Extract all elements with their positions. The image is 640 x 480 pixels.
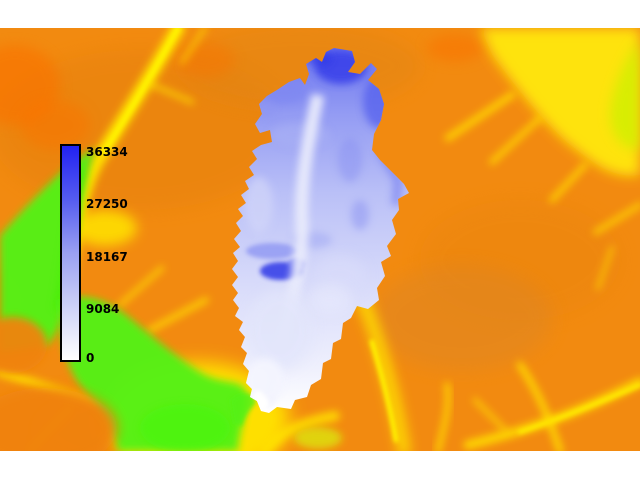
map-canvas[interactable] [0,28,640,451]
terrain-red-orange-accents [0,34,483,330]
terrain-raster [0,28,640,451]
